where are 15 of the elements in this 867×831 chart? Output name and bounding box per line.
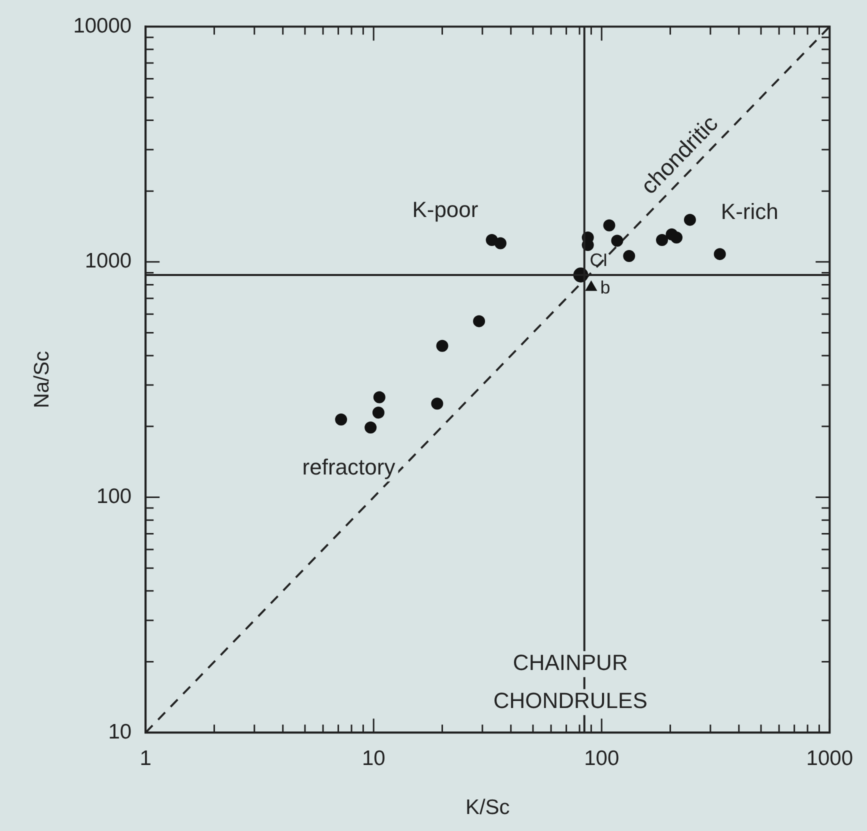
annotation: K-poor bbox=[412, 196, 478, 222]
x-tick-label: 10 bbox=[362, 746, 386, 770]
annotation: refractory bbox=[302, 454, 396, 480]
annotation: CHAINPUR CHONDRULES bbox=[493, 650, 648, 714]
annotation: K-rich bbox=[720, 199, 778, 224]
series-label: b bbox=[600, 277, 610, 298]
x-tick-label: 100 bbox=[584, 746, 620, 770]
x-axis-title: K/Sc bbox=[465, 796, 510, 820]
y-tick-label: 1000 bbox=[84, 250, 132, 273]
y-tick-label: 100 bbox=[96, 485, 132, 508]
x-tick-label: 1 bbox=[140, 746, 152, 770]
y-tick-label: 10000 bbox=[73, 14, 132, 38]
y-axis-title: Na/Sc bbox=[30, 351, 54, 408]
y-tick-label: 10 bbox=[108, 720, 132, 744]
x-tick-label: 1000 bbox=[806, 746, 853, 770]
